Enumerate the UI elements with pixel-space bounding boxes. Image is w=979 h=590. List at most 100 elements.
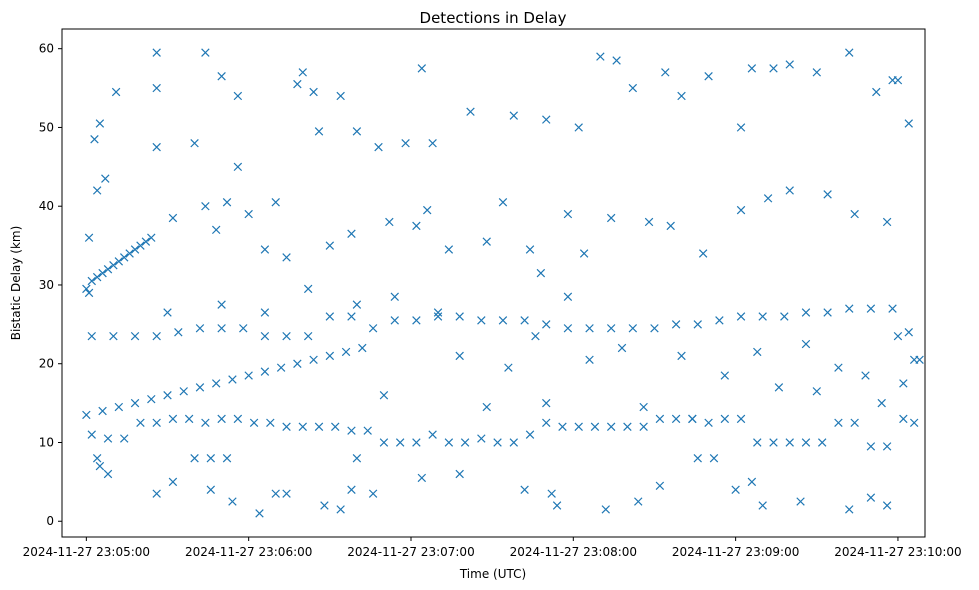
data-point-marker	[688, 414, 697, 424]
data-point-marker	[823, 308, 832, 317]
data-point-marker	[217, 324, 226, 333]
data-point-marker	[845, 505, 854, 514]
data-point-marker	[271, 198, 280, 207]
x-tick-label: 2024-11-27 23:09:00	[672, 545, 799, 559]
x-axis-ticks: 2024-11-27 23:05:00 2024-11-27 23:06:00 20…	[23, 537, 962, 559]
y-tick-label: 0	[46, 514, 54, 528]
data-point-marker	[331, 422, 340, 431]
data-point-marker	[352, 454, 362, 463]
data-point-marker	[542, 115, 551, 124]
data-point-marker	[704, 418, 713, 428]
data-point-marker	[84, 288, 94, 298]
data-point-marker	[336, 505, 345, 514]
data-point-marker	[736, 123, 746, 132]
data-point-marker	[747, 477, 757, 487]
data-point-marker	[817, 438, 827, 447]
data-point-marker	[92, 454, 102, 463]
data-point-marker	[390, 292, 399, 302]
data-point-marker	[466, 107, 475, 116]
data-point-marker	[763, 194, 773, 203]
data-point-marker	[693, 454, 702, 463]
data-point-marker	[179, 387, 188, 396]
data-point-marker	[87, 331, 96, 341]
data-point-marker	[368, 489, 378, 498]
data-point-marker	[563, 292, 573, 302]
data-point-marker	[341, 347, 351, 357]
data-point-marker	[336, 91, 345, 101]
data-point-marker	[531, 331, 540, 341]
data-point-marker	[228, 375, 237, 384]
data-point-marker	[325, 241, 335, 250]
data-point-marker	[114, 402, 124, 412]
data-point-marker	[130, 331, 140, 341]
data-point-marker	[482, 237, 491, 246]
data-point-marker	[520, 316, 529, 325]
data-point-marker	[455, 469, 464, 479]
data-point-marker	[347, 426, 356, 435]
data-point-marker	[141, 237, 151, 246]
data-point-marker	[801, 438, 811, 447]
data-point-marker	[152, 331, 161, 341]
data-point-marker	[379, 391, 389, 400]
data-point-marker	[195, 383, 205, 392]
data-point-marker	[509, 111, 519, 120]
data-point-marker	[119, 434, 129, 443]
data-point-marker	[82, 410, 91, 420]
data-point-marker	[347, 485, 356, 494]
data-point-marker	[90, 135, 99, 144]
data-point-marker	[504, 363, 513, 372]
data-point-marker	[498, 198, 508, 207]
data-point-marker	[493, 438, 502, 447]
data-point-marker	[103, 434, 113, 443]
data-point-marker	[136, 241, 145, 250]
data-point-marker	[82, 284, 91, 294]
data-point-marker	[882, 442, 892, 451]
data-point-marker	[758, 312, 767, 321]
data-point-marker	[542, 398, 551, 408]
data-point-marker	[769, 64, 778, 73]
data-point-marker	[109, 261, 118, 270]
data-point-marker	[606, 324, 616, 333]
data-point-marker	[95, 119, 105, 128]
data-point-marker	[574, 422, 583, 431]
data-point-marker	[249, 418, 259, 428]
data-point-marker	[282, 489, 291, 498]
data-point-marker	[282, 253, 291, 262]
data-point-marker	[201, 418, 210, 428]
data-point-marker	[374, 142, 383, 152]
data-point-marker	[612, 56, 621, 65]
data-point-marker	[412, 316, 421, 325]
data-point-marker	[460, 438, 470, 447]
data-point-marker	[228, 497, 237, 506]
data-point-marker	[520, 485, 529, 494]
data-point-marker	[352, 300, 362, 309]
data-point-marker	[455, 312, 464, 321]
data-point-marker	[119, 253, 129, 262]
data-point-marker	[606, 213, 616, 223]
data-point-marker	[525, 245, 535, 254]
data-point-marker	[623, 422, 632, 431]
data-point-marker	[347, 312, 356, 321]
data-point-marker	[850, 418, 859, 428]
data-point-marker	[233, 91, 243, 101]
data-point-marker	[368, 324, 378, 333]
data-point-marker	[211, 225, 221, 235]
data-point-marker	[585, 324, 594, 333]
data-point-marker	[525, 430, 535, 439]
data-point-marker	[401, 138, 410, 148]
data-point-marker	[298, 422, 307, 431]
data-point-marker	[109, 331, 118, 341]
data-point-marker	[498, 316, 508, 325]
data-point-marker	[433, 308, 443, 317]
data-point-marker	[293, 79, 302, 89]
data-point-marker	[95, 461, 105, 471]
data-point-marker	[882, 501, 892, 510]
data-point-marker	[412, 438, 421, 447]
data-point-marker	[255, 509, 264, 518]
y-axis-ticks: 0 10 20 30 40 50 60	[39, 42, 62, 528]
data-point-marker	[325, 312, 335, 321]
data-point-marker	[87, 430, 96, 439]
data-point-marker	[834, 363, 843, 372]
data-point-marker	[309, 355, 318, 365]
